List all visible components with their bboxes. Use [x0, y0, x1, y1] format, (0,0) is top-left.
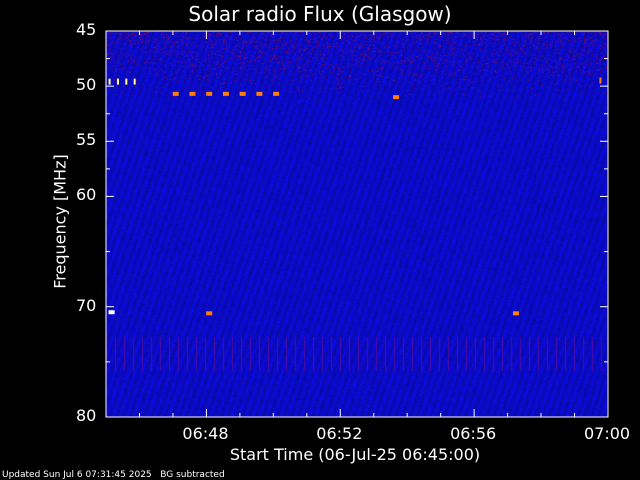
x-tick-label: 06:52 — [316, 424, 363, 443]
burst-feature — [206, 91, 213, 96]
burst-feature — [273, 91, 280, 96]
y-tick-label: 80 — [76, 406, 97, 425]
footer-status: Updated Sun Jul 6 07:31:45 2025 BG subtr… — [2, 470, 225, 480]
y-tick-label: 55 — [76, 130, 97, 150]
plot-frame — [105, 30, 609, 418]
x-tick-label: 06:56 — [450, 424, 497, 443]
burst-feature — [108, 78, 111, 85]
burst-feature — [512, 311, 519, 316]
y-axis-label: Frequency [MHz] — [50, 154, 70, 289]
burst-feature — [125, 78, 128, 85]
y-tick-label: 70 — [76, 295, 97, 315]
burst-feature — [206, 311, 213, 316]
burst-feature — [256, 91, 263, 96]
burst-feature — [108, 310, 115, 315]
y-tick-label: 60 — [76, 185, 97, 205]
burst-feature — [599, 77, 602, 84]
chart-title: Solar radio Flux (Glasgow) — [188, 2, 452, 26]
bg-subtracted-note: BG subtracted — [160, 470, 225, 480]
updated-timestamp: Updated Sun Jul 6 07:31:45 2025 — [2, 470, 152, 480]
x-tick-label: 07:00 — [584, 424, 631, 443]
y-tick-label: 50 — [76, 75, 97, 95]
burst-feature — [189, 91, 196, 96]
burst-feature — [222, 91, 229, 96]
burst-feature — [172, 91, 179, 96]
burst-feature — [116, 78, 119, 85]
x-tick-label: 06:48 — [182, 424, 229, 443]
burst-feature — [393, 95, 400, 100]
y-tick-label: 45 — [76, 20, 97, 39]
burst-feature — [133, 78, 136, 85]
x-axis-label: Start Time (06-Jul-25 06:45:00) — [229, 445, 481, 464]
burst-feature — [239, 91, 246, 96]
